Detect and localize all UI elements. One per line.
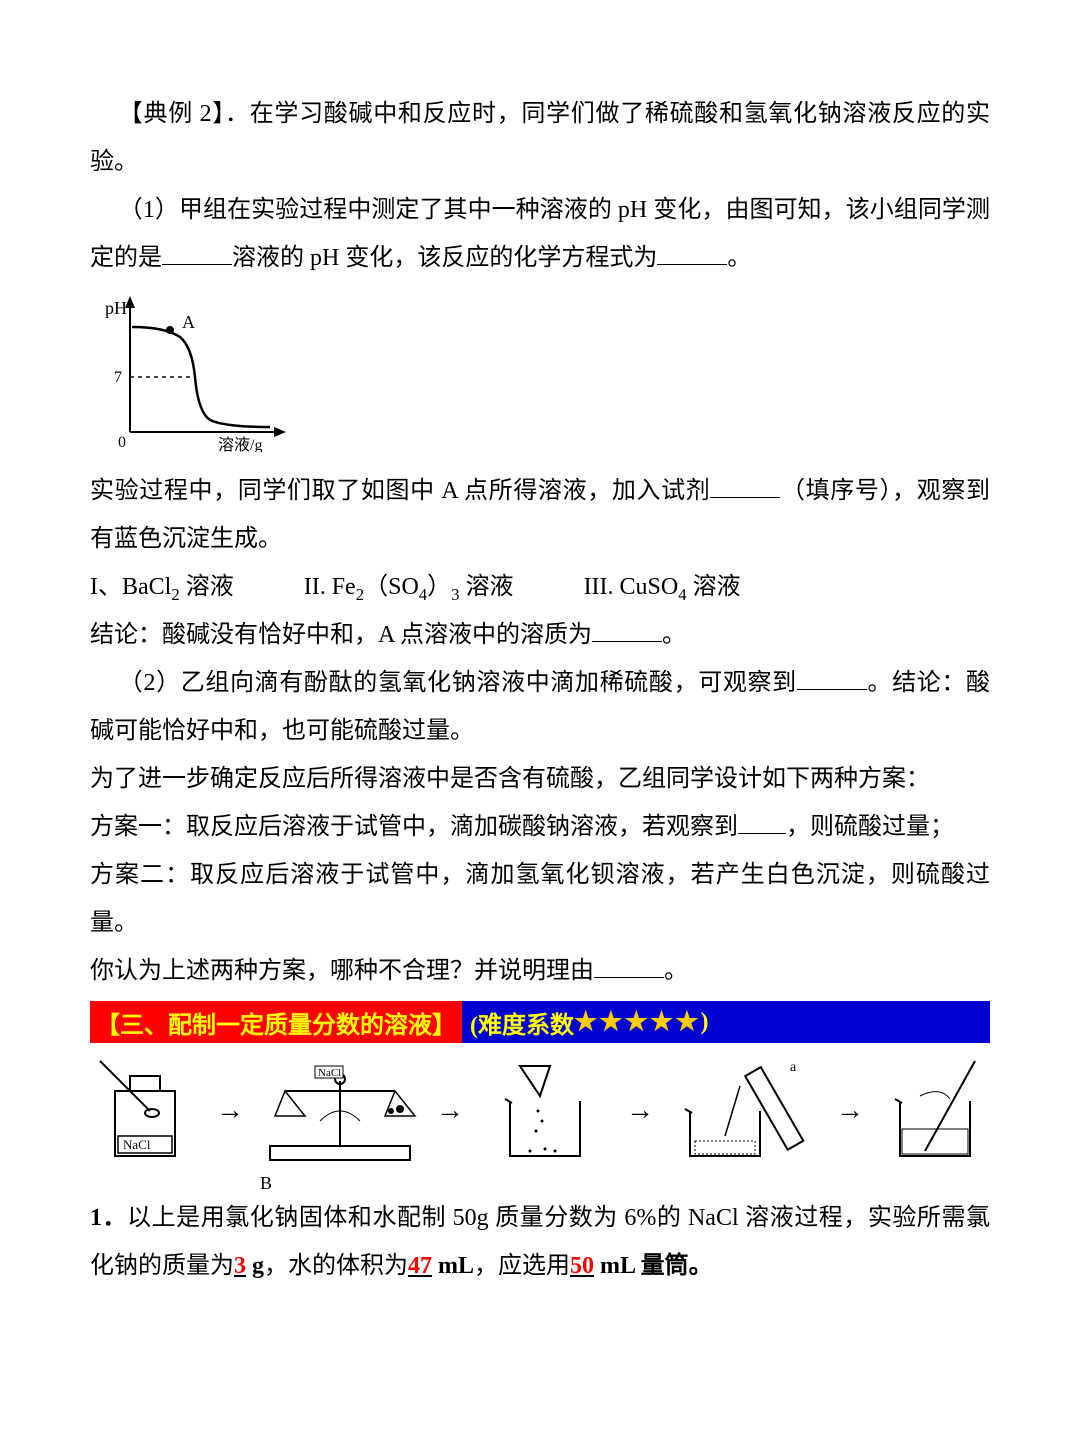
y-axis-label: pH xyxy=(105,298,127,318)
q2-intro: 为了进一步确定反应后所得溶液中是否含有硫酸，乙组同学设计如下两种方案： xyxy=(90,755,990,803)
qf-b: ，水的体积为 xyxy=(264,1253,408,1279)
answer-volume: 47 xyxy=(408,1253,432,1279)
beaker-stir-icon xyxy=(880,1051,990,1171)
arrow-icon: → xyxy=(436,1095,464,1127)
ph-graph: pH A 7 0 溶液/g xyxy=(100,292,990,457)
blank-equation xyxy=(657,239,727,265)
blank-solution-type xyxy=(162,239,232,265)
qf-c: ，应选用 xyxy=(474,1253,570,1279)
q1-conc-text: 结论：酸碱没有恰好中和，A 点溶液中的溶质为 xyxy=(90,622,592,648)
x-axis-label: 溶液/g xyxy=(218,436,262,452)
answer-mass: 3 xyxy=(234,1253,246,1279)
arrow-icon: → xyxy=(836,1095,864,1127)
q1c-text: 实验过程中，同学们取了如图中 A 点所得溶液，加入试剂 xyxy=(90,478,710,504)
plan1-b: ，则硫酸过量； xyxy=(786,814,954,840)
ph-graph-svg: pH A 7 0 溶液/g xyxy=(100,292,300,452)
q2-para: （2）乙组向滴有酚酞的氢氧化钠溶液中滴加稀硫酸，可观察到。结论：酸碱可能恰好中和… xyxy=(90,659,990,755)
beaker-pour-icon xyxy=(480,1051,610,1171)
blank-plan1 xyxy=(738,808,786,834)
bottle-icon: NaCl xyxy=(90,1051,200,1171)
options-row: I、BaCl2 溶液 II. Fe2（SO4）3 溶液 III. CuSO4 溶… xyxy=(90,563,990,611)
ask-reason: 你认为上述两种方案，哪种不合理？并说明理由。 xyxy=(90,947,990,995)
balance-icon: NaCl xyxy=(260,1051,420,1171)
banner-post: ) xyxy=(701,1009,709,1036)
stars-icon: ★★★★★ xyxy=(574,1007,701,1037)
y-tick-7: 7 xyxy=(114,369,122,386)
plan2: 方案二：取反应后溶液于试管中，滴加氢氧化钡溶液，若产生白色沉淀，则硫酸过量。 xyxy=(90,851,990,947)
svg-text:NaCl: NaCl xyxy=(123,1137,151,1152)
answer-cylinder: 50 xyxy=(570,1253,594,1279)
section-banner: 【三、配制一定质量分数的溶液】 (难度系数★★★★★) xyxy=(90,1001,990,1043)
example-text: ．在学习酸碱中和反应时，同学们做了稀硫酸和氢氧化钠溶液反应的实验。 xyxy=(90,101,990,175)
equipment-diagram: NaCl → NaCl → → a → xyxy=(90,1051,990,1171)
origin-label: 0 xyxy=(118,434,126,451)
svg-text:a: a xyxy=(790,1060,797,1075)
banner-left: 【三、配制一定质量分数的溶液】 xyxy=(90,1001,462,1043)
banner-right: (难度系数★★★★★) xyxy=(462,1001,990,1043)
point-a-label: A xyxy=(182,312,195,332)
example-intro: 【典例 2】．在学习酸碱中和反应时，同学们做了稀硫酸和氢氧化钠溶液反应的实验。 xyxy=(90,90,990,186)
plan1: 方案一：取反应后溶液于试管中，滴加碳酸钠溶液，若观察到 ，则硫酸过量； xyxy=(90,803,990,851)
ask-a: 你认为上述两种方案，哪种不合理？并说明理由 xyxy=(90,958,594,984)
blank-solute xyxy=(592,616,662,642)
arrow-icon: → xyxy=(216,1095,244,1127)
caption-b: B xyxy=(260,1173,990,1194)
q1c-para: 实验过程中，同学们取了如图中 A 点所得溶液，加入试剂（填序号），观察到有蓝色沉… xyxy=(90,467,990,563)
cylinder-beaker-icon: a xyxy=(670,1051,820,1171)
q1-para: （1）甲组在实验过程中测定了其中一种溶液的 pH 变化，由图可知，该小组同学测定… xyxy=(90,186,990,282)
q1-text-b: 溶液的 pH 变化，该反应的化学方程式为 xyxy=(232,245,657,271)
plan1-a: 方案一：取反应后溶液于试管中，滴加碳酸钠溶液，若观察到 xyxy=(90,814,738,840)
arrow-icon: → xyxy=(626,1095,654,1127)
q1-conclusion: 结论：酸碱没有恰好中和，A 点溶液中的溶质为。 xyxy=(90,611,990,659)
q-num: 1． xyxy=(90,1205,127,1231)
blank-observe xyxy=(797,664,867,690)
final-question: 1．以上是用氯化钠固体和水配制 50g 质量分数为 6%的 NaCl 溶液过程，… xyxy=(90,1194,990,1290)
option-1: I、BaCl2 溶液 xyxy=(90,563,234,611)
q2a-text: （2）乙组向滴有酚酞的氢氧化钠溶液中滴加稀硫酸，可观察到 xyxy=(119,670,797,696)
banner-pre: (难度系数 xyxy=(470,1005,574,1040)
option-2: II. Fe2（SO4）3 溶液 xyxy=(304,563,514,611)
example-label: 【典例 2】 xyxy=(119,101,225,127)
blank-reason xyxy=(594,952,664,978)
period: 。 xyxy=(727,245,751,271)
svg-text:NaCl: NaCl xyxy=(318,1067,341,1079)
blank-reagent xyxy=(710,472,780,498)
option-3: III. CuSO4 溶液 xyxy=(584,563,741,611)
